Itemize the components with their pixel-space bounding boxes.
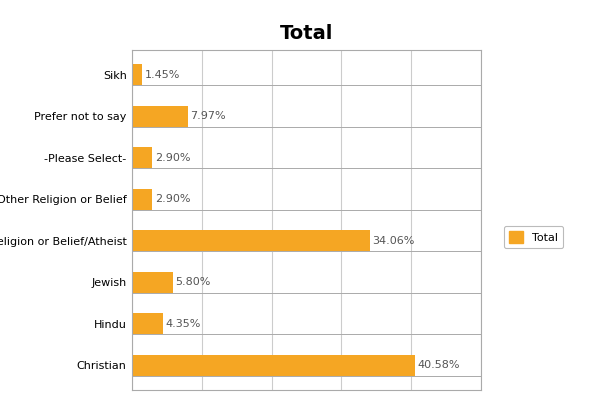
Bar <box>132 189 153 210</box>
Legend: Total: Total <box>504 226 563 248</box>
Text: 40.58%: 40.58% <box>418 360 460 370</box>
Bar <box>132 313 162 334</box>
Text: 34.06%: 34.06% <box>373 236 415 246</box>
Text: 4.35%: 4.35% <box>165 319 201 329</box>
Bar <box>132 355 415 376</box>
Title: Total: Total <box>280 24 333 43</box>
Bar <box>132 272 172 293</box>
Text: 2.90%: 2.90% <box>155 153 191 163</box>
Bar <box>132 64 142 85</box>
Bar <box>132 106 188 127</box>
Bar <box>132 230 370 251</box>
Text: 2.90%: 2.90% <box>155 194 191 204</box>
Text: 5.80%: 5.80% <box>175 277 211 287</box>
Bar <box>132 147 153 168</box>
Text: 1.45%: 1.45% <box>145 70 180 80</box>
Text: 7.97%: 7.97% <box>191 111 226 121</box>
